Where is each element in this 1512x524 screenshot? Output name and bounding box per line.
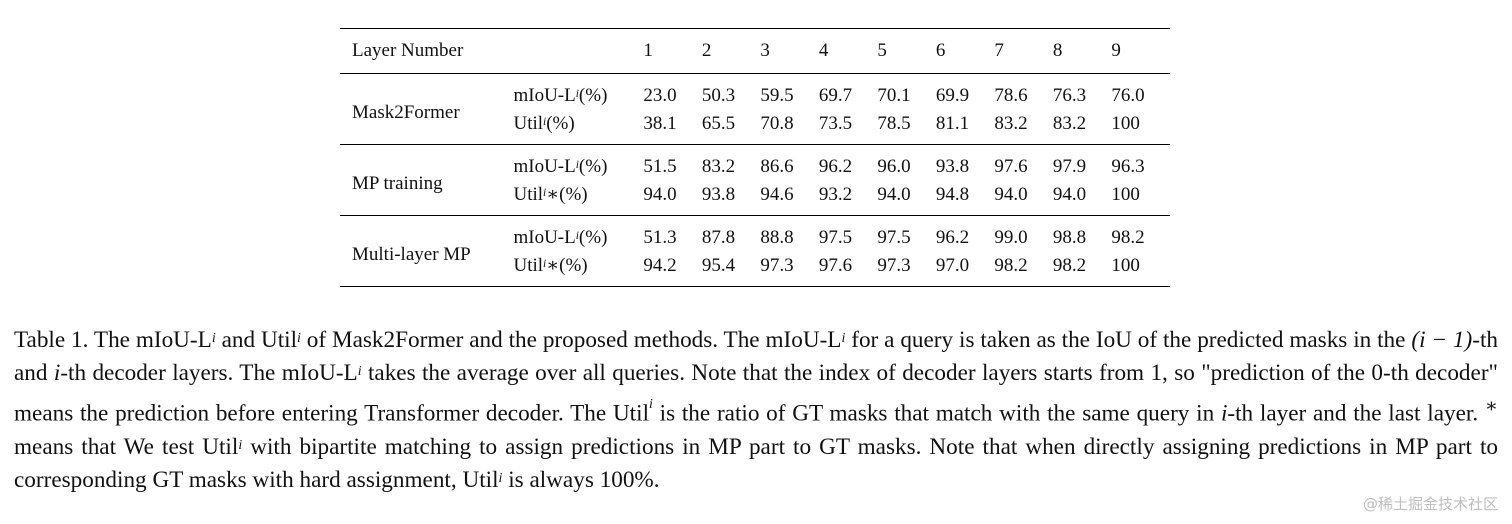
table-cell: 50.3: [701, 85, 736, 106]
table-cell: 94.0: [877, 184, 911, 205]
layer-1: 1: [643, 40, 653, 61]
table-cell: 59.5: [760, 85, 794, 106]
results-table: Layer Number 1 2 3 4 5 6 7 8 9 Mask2Form…: [340, 29, 1170, 286]
table-top-rule: [340, 28, 1170, 29]
table-cell: 93.8: [935, 156, 970, 177]
table-cell: 98.2: [1111, 227, 1145, 248]
table-cell: 94.0: [643, 184, 677, 205]
metric-label: mIoU-Li(%): [513, 156, 608, 177]
layer-6: 6: [935, 40, 946, 61]
table-header-row: Layer Number 1 2 3 4 5 6 7 8 9: [340, 29, 1170, 74]
table-row: Utili(%) 38.1 65.5 70.8 73.5 78.5 81.1 83.2 83.2…: [340, 110, 1170, 145]
table-cell: 87.8: [701, 227, 736, 248]
metric-label: mIoU-Li(%): [513, 227, 608, 248]
metric-label: Utili(%): [513, 113, 575, 134]
table-cell: 93.2: [818, 184, 853, 205]
table-cell: 69.7: [818, 85, 853, 106]
metric-label: mIoU-Li(%): [513, 85, 608, 106]
table-cell: 96.2: [818, 156, 853, 177]
table-cell: 97.0: [935, 255, 970, 276]
table-cell: 94.8: [935, 184, 970, 205]
table-cell: 83.2: [701, 156, 736, 177]
layer-7: 7: [994, 40, 1004, 61]
table-cell: 94.2: [643, 255, 677, 276]
table-cell: 97.3: [760, 255, 794, 276]
table-cell: 51.5: [643, 156, 677, 177]
table-cell: 78.6: [994, 85, 1028, 106]
table-cell: 97.5: [818, 227, 853, 248]
table-cell: 83.2: [1052, 113, 1087, 134]
table-cell: 70.8: [760, 113, 794, 134]
metric-label: Utili∗(%): [513, 184, 588, 205]
method-name: Mask2Former: [352, 102, 460, 123]
table-cell: 73.5: [818, 113, 853, 134]
table-cell: 94.0: [994, 184, 1028, 205]
table-cell: 38.1: [643, 113, 677, 134]
metric-label: Utili∗(%): [513, 255, 588, 276]
table-cell: 98.2: [994, 255, 1028, 276]
table-cell: 100: [1111, 255, 1140, 276]
table-cell: 98.8: [1052, 227, 1087, 248]
table-group: Mask2Former mIoU-Li(%) 23.0 50.3 59.5 69.7 70.…: [340, 73, 1170, 145]
layer-8: 8: [1052, 40, 1063, 61]
layer-3: 3: [760, 40, 770, 61]
layer-5: 5: [877, 40, 887, 61]
table-cell: 98.2: [1052, 255, 1087, 276]
layer-2: 2: [701, 40, 712, 61]
table-cell: 88.8: [760, 227, 794, 248]
table-cell: 76.0: [1111, 85, 1145, 106]
table-row: MP training mIoU-Li(%) 51.5 83.2 86.6 96.2 96.…: [340, 145, 1170, 194]
table-cell: 23.0: [643, 85, 677, 106]
table-cell: 99.0: [994, 227, 1028, 248]
table-cell: 97.9: [1052, 156, 1087, 177]
table-row: Utili∗(%) 94.0 93.8 94.6 93.2 94.0 94.8 94.0 94.…: [340, 181, 1170, 216]
layer-9: 9: [1111, 40, 1121, 61]
table-cell: 96.0: [877, 156, 911, 177]
table-cell: 83.2: [994, 113, 1028, 134]
table-cell: 97.5: [877, 227, 911, 248]
table-group: MP training mIoU-Li(%) 51.5 83.2 86.6 96.2 96.…: [340, 144, 1170, 216]
table-bottom-rule: [340, 286, 1170, 287]
table-cell: 94.0: [1052, 184, 1087, 205]
table-cell: 65.5: [701, 113, 736, 134]
table-cell: 95.4: [701, 255, 736, 276]
table-cell: 94.6: [760, 184, 794, 205]
table-cell: 86.6: [760, 156, 794, 177]
table-group: Multi-layer MP mIoU-Li(%) 51.3 87.8 88.8 97.5…: [340, 215, 1170, 287]
table-cell: 93.8: [701, 184, 736, 205]
table-caption: Table 1. The mIoU-Li and Utili of Mask2F…: [14, 327, 1499, 493]
table-cell: 96.2: [935, 227, 970, 248]
table-cell: 96.3: [1111, 156, 1145, 177]
table-cell: 97.6: [994, 156, 1028, 177]
table-cell: 97.3: [877, 255, 911, 276]
table-cell: 97.6: [818, 255, 853, 276]
table-cell: 69.9: [935, 85, 970, 106]
table-cell: 100: [1111, 184, 1140, 205]
method-name: Multi-layer MP: [352, 244, 471, 265]
table-cell: 78.5: [877, 113, 911, 134]
table-row: Utili∗(%) 94.2 95.4 97.3 97.6 97.3 97.0 98.2 98.…: [340, 252, 1170, 286]
table-row: Mask2Former mIoU-Li(%) 23.0 50.3 59.5 69.7 70.…: [340, 74, 1170, 123]
results-table-container: Layer Number 1 2 3 4 5 6 7 8 9 Mask2Form…: [340, 28, 1170, 287]
table-cell: 70.1: [877, 85, 911, 106]
layer-4: 4: [818, 40, 829, 61]
table-row: Multi-layer MP mIoU-Li(%) 51.3 87.8 88.8 97.5…: [340, 216, 1170, 265]
table-cell: 100: [1111, 113, 1140, 134]
watermark-text: @稀土掘金技术社区: [1362, 495, 1498, 513]
table-cell: 81.1: [935, 113, 970, 134]
method-name: MP training: [352, 173, 443, 194]
header-label: Layer Number: [352, 40, 464, 61]
table-cell: 76.3: [1052, 85, 1087, 106]
table-cell: 51.3: [643, 227, 677, 248]
